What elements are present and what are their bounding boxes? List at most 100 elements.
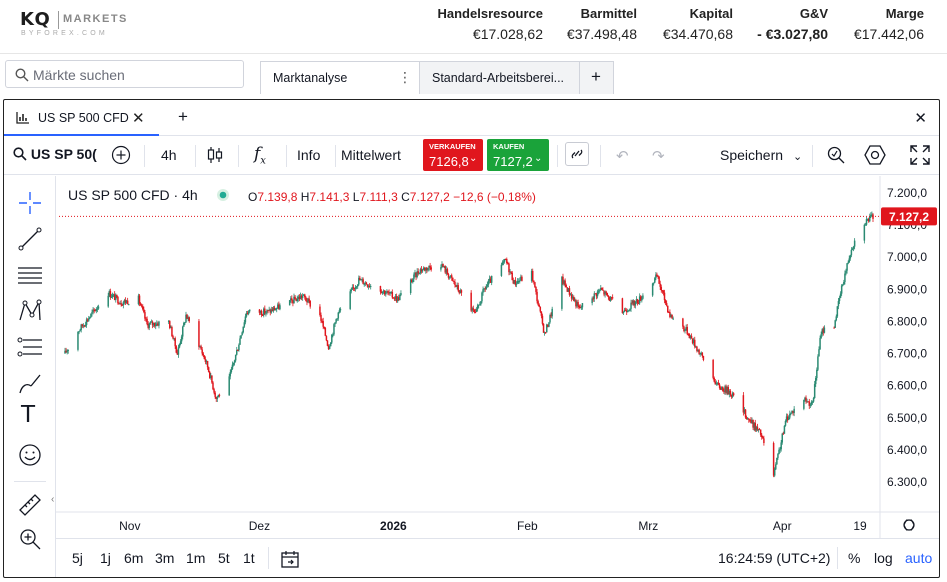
ruler-icon[interactable] bbox=[17, 492, 43, 518]
zoom-in-icon[interactable] bbox=[17, 526, 43, 552]
tab-menu-icon[interactable]: ⋮ bbox=[398, 69, 412, 85]
account-label: Marge bbox=[885, 6, 924, 21]
range-1m[interactable]: 1m bbox=[186, 550, 206, 566]
candle-body bbox=[452, 277, 454, 281]
search-icon bbox=[13, 147, 27, 161]
fullscreen-button[interactable] bbox=[910, 145, 930, 168]
settings-button[interactable] bbox=[864, 145, 886, 168]
candle-body bbox=[458, 290, 461, 294]
interval-button[interactable]: 4h bbox=[161, 147, 177, 163]
candle-body bbox=[608, 297, 611, 301]
chart-type-button[interactable] bbox=[207, 146, 223, 167]
crosshair-icon[interactable] bbox=[17, 190, 43, 216]
candle-body bbox=[580, 307, 583, 309]
range-5j[interactable]: 5j bbox=[72, 550, 83, 566]
info-button[interactable]: Info bbox=[297, 147, 321, 163]
compare-symbol-button[interactable] bbox=[111, 145, 131, 168]
symbol-search[interactable]: US SP 50( bbox=[13, 146, 97, 162]
market-search-input[interactable]: Märkte suchen bbox=[5, 60, 244, 88]
redo-icon[interactable]: ↷ bbox=[652, 148, 665, 165]
goto-date-icon[interactable] bbox=[280, 549, 300, 569]
save-button[interactable]: Speichern ⌄ bbox=[720, 147, 802, 163]
text-tool-icon[interactable]: T bbox=[21, 402, 36, 428]
candle-body bbox=[270, 309, 273, 313]
candle-body bbox=[153, 322, 156, 327]
tab-marktanalyse[interactable]: Marktanalyse ⋮ bbox=[260, 61, 420, 94]
add-tab-button[interactable]: + bbox=[579, 61, 614, 94]
candle-body bbox=[187, 317, 189, 319]
price-chart[interactable]: 7.200,07.100,07.000,06.900,06.800,06.700… bbox=[4, 100, 940, 538]
add-chart-tab-button[interactable]: + bbox=[178, 107, 188, 126]
candle-body bbox=[541, 315, 544, 324]
price-tick-label: 6.700,0 bbox=[887, 347, 927, 361]
candle-body bbox=[722, 387, 724, 392]
buy-label: KAUFEN bbox=[493, 142, 525, 151]
candle-body bbox=[685, 326, 687, 330]
undo-icon[interactable]: ↶ bbox=[616, 148, 629, 165]
candle-body bbox=[140, 305, 143, 307]
candle-body bbox=[714, 381, 717, 385]
collapse-toolbar-icon[interactable]: ‹ bbox=[51, 494, 55, 505]
candle-body bbox=[698, 349, 700, 354]
search-placeholder: Märkte suchen bbox=[33, 67, 125, 83]
low-value: 7.111,3 bbox=[359, 190, 398, 204]
fib-icon[interactable] bbox=[17, 334, 43, 360]
candle-body bbox=[127, 304, 130, 306]
close-tab-icon[interactable]: ✕ bbox=[132, 110, 145, 127]
sell-button[interactable]: VERKAUFEN 7126,8 ⌄ bbox=[423, 139, 483, 171]
close-panel-icon[interactable]: ✕ bbox=[914, 110, 927, 127]
alerts-button[interactable] bbox=[826, 145, 846, 168]
trend-line-icon[interactable] bbox=[17, 226, 43, 252]
candle-body bbox=[811, 401, 814, 403]
pattern-icon[interactable] bbox=[17, 298, 43, 324]
candle-body bbox=[663, 292, 666, 301]
range-1j[interactable]: 1j bbox=[100, 550, 111, 566]
candle-body bbox=[413, 274, 415, 280]
candle-body bbox=[500, 264, 503, 276]
indicators-icon[interactable]: fx bbox=[254, 144, 266, 167]
auto-scale-toggle[interactable]: auto bbox=[905, 550, 933, 566]
range-3m[interactable]: 3m bbox=[155, 550, 175, 566]
range-6m[interactable]: 6m bbox=[124, 550, 144, 566]
open-value: 7.139,8 bbox=[257, 190, 298, 204]
candle-body bbox=[442, 264, 444, 268]
candle-body bbox=[807, 401, 809, 403]
candle-body bbox=[173, 338, 175, 340]
brand-logo[interactable]: KQ MARKETS BYFOREX.COM bbox=[20, 9, 126, 37]
candle-body bbox=[819, 338, 821, 350]
candle-body bbox=[323, 326, 326, 328]
candle-body bbox=[120, 303, 122, 305]
tab-label: Marktanalyse bbox=[273, 71, 348, 85]
candle-body bbox=[763, 438, 765, 444]
price-tick-label: 6.400,0 bbox=[887, 443, 927, 457]
candle-body bbox=[243, 322, 246, 327]
tab-standard-arbeitsbereich[interactable]: Standard-Arbeitsberei... bbox=[419, 61, 580, 94]
candle-body bbox=[688, 334, 691, 339]
candle-body bbox=[470, 292, 472, 311]
clock-time[interactable]: 16:24:59 (UTC+2) bbox=[718, 550, 831, 566]
candle-body bbox=[754, 422, 757, 431]
buy-button[interactable]: KAUFEN 7127,2 ⌄ bbox=[487, 139, 549, 171]
candle-body bbox=[851, 248, 854, 250]
candle-body bbox=[260, 310, 263, 315]
candle-body bbox=[118, 303, 120, 305]
price-type-button[interactable]: Mittelwert bbox=[341, 147, 401, 163]
candle-body bbox=[574, 300, 576, 302]
link-button[interactable] bbox=[565, 142, 589, 166]
candle-body bbox=[90, 313, 92, 318]
last-price-badge bbox=[881, 207, 937, 226]
range-5t[interactable]: 5t bbox=[218, 550, 230, 566]
candle-body bbox=[595, 293, 598, 297]
emoji-icon[interactable] bbox=[17, 442, 43, 468]
candle-body bbox=[410, 279, 413, 283]
candle-body bbox=[292, 300, 294, 304]
range-1t[interactable]: 1t bbox=[243, 550, 255, 566]
percent-scale-toggle[interactable]: % bbox=[848, 550, 861, 566]
candle-body bbox=[775, 464, 777, 470]
horizontal-lines-icon[interactable] bbox=[17, 262, 43, 288]
candle-body bbox=[847, 262, 849, 264]
candle-body bbox=[230, 369, 233, 373]
log-scale-toggle[interactable]: log bbox=[874, 550, 893, 566]
tab-us-sp500[interactable]: US SP 500 CFD ✕ bbox=[4, 100, 159, 136]
brush-icon[interactable] bbox=[17, 370, 43, 396]
